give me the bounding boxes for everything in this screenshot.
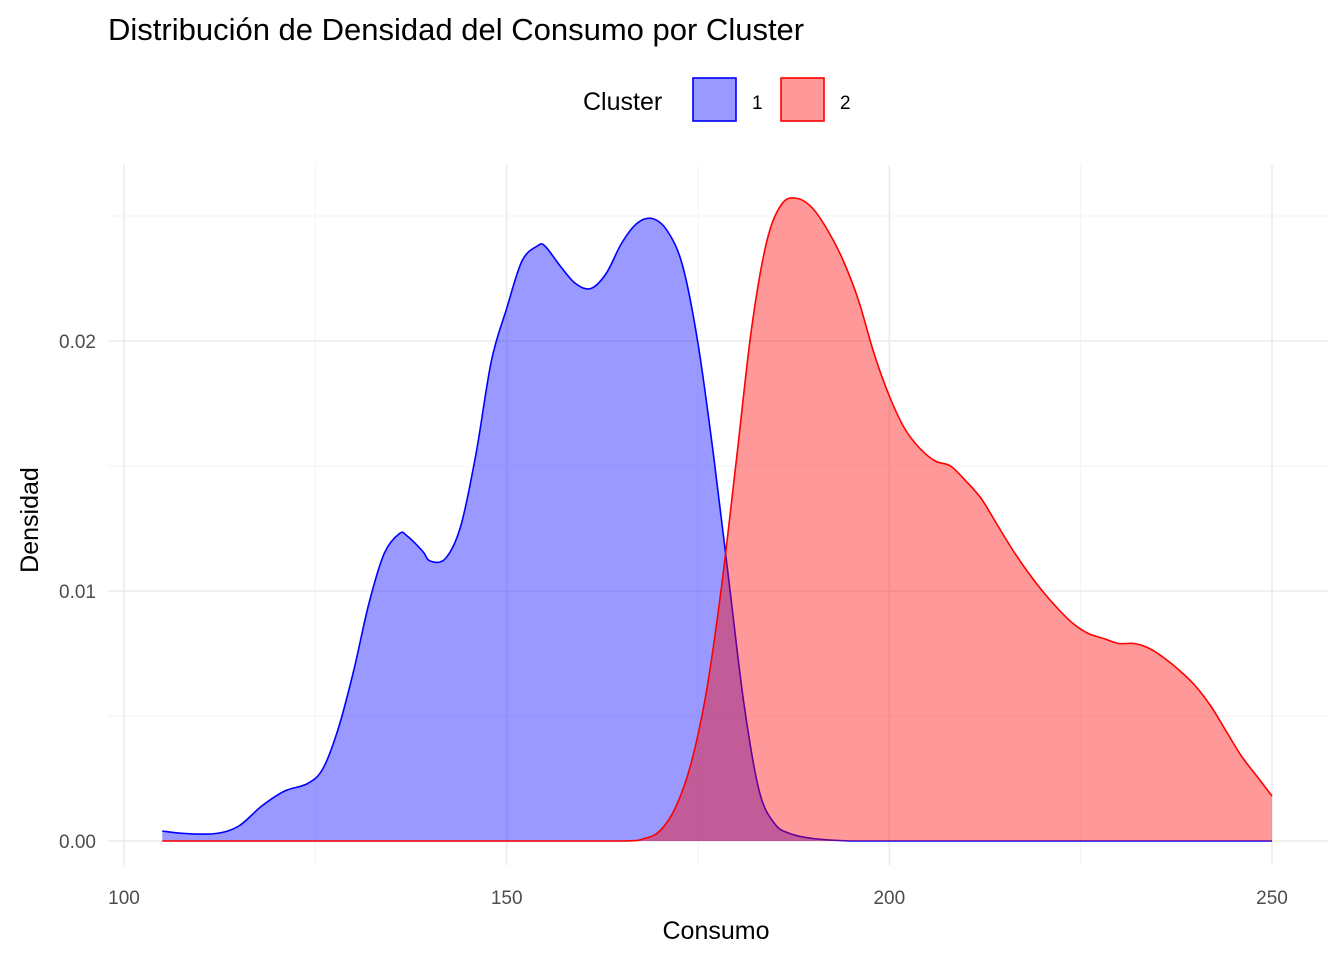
- y-tick-label: 0.01: [59, 582, 96, 603]
- legend-key-cluster-2: [780, 77, 825, 122]
- y-tick-label: 0.02: [59, 332, 96, 353]
- legend-label-cluster-2: 2: [840, 93, 851, 114]
- density-areas: [162, 197, 1273, 842]
- density-line-cluster-1: [162, 217, 1272, 842]
- x-tick-label: 100: [108, 888, 140, 909]
- legend-title: Cluster: [583, 88, 662, 116]
- legend-label-cluster-1: 1: [752, 93, 763, 114]
- x-tick-label: 250: [1256, 888, 1288, 909]
- legend-key-cluster-1: [692, 77, 737, 122]
- x-tick-label: 150: [491, 888, 523, 909]
- y-axis: 0.00 0.01 0.02: [59, 332, 96, 853]
- density-area-cluster-2: [162, 197, 1272, 842]
- x-axis: 100 150 200 250: [108, 888, 1288, 909]
- legend: Cluster 1 2: [583, 77, 851, 122]
- density-area-cluster-1: [162, 218, 1272, 842]
- chart-title: Distribución de Densidad del Consumo por…: [108, 12, 804, 47]
- density-line-cluster-2: [162, 197, 1273, 842]
- y-axis-title: Densidad: [16, 467, 44, 573]
- y-tick-label: 0.00: [59, 832, 96, 853]
- x-tick-label: 200: [873, 888, 905, 909]
- x-axis-title: Consumo: [663, 917, 770, 945]
